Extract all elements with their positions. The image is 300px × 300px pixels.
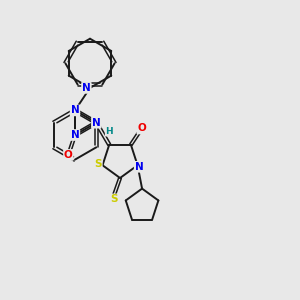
Text: N: N xyxy=(70,130,80,140)
Text: S: S xyxy=(94,159,102,169)
Text: H: H xyxy=(106,127,113,136)
Text: N: N xyxy=(92,118,101,128)
Text: N: N xyxy=(82,83,91,93)
Text: N: N xyxy=(135,162,143,172)
Text: S: S xyxy=(110,194,117,204)
Text: N: N xyxy=(70,105,80,116)
Text: O: O xyxy=(137,124,146,134)
Text: O: O xyxy=(64,150,73,160)
